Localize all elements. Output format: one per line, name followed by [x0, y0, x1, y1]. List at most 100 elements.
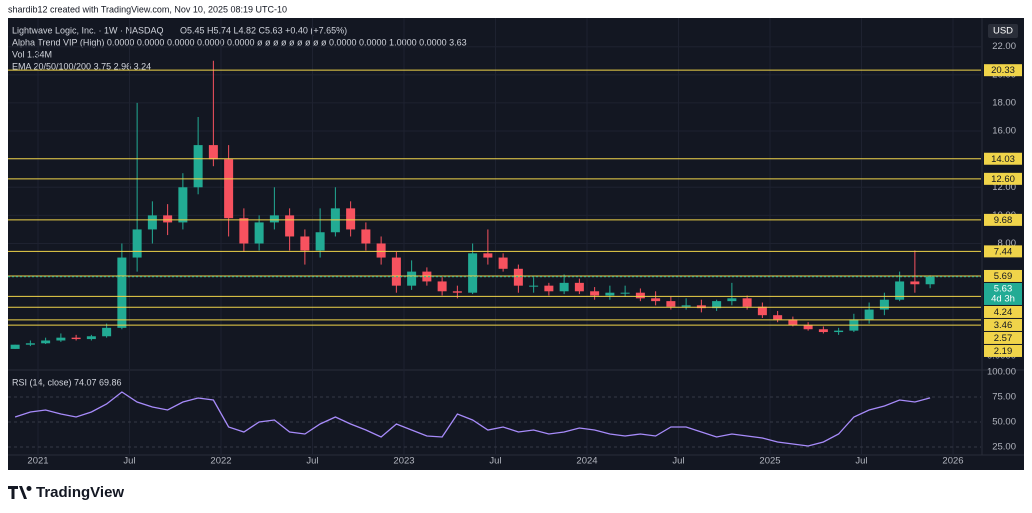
level-label-box: [984, 213, 1022, 226]
x-tick-label: Jul: [855, 456, 867, 467]
level-label: 5.69: [994, 271, 1013, 282]
candle-body: [163, 215, 173, 223]
chart-background: [8, 18, 1024, 470]
level-label-box: [984, 344, 1022, 357]
candle-body: [818, 329, 828, 333]
y-tick-label: 22.00: [992, 41, 1016, 52]
candle-body: [895, 281, 905, 300]
candle-body: [864, 309, 874, 320]
candle-body: [208, 145, 218, 160]
level-label-box: [984, 245, 1022, 258]
indicator: Alpha Trend VIP (High) 0.0000 0.0000 0.0…: [12, 37, 467, 47]
candle-body: [86, 336, 96, 340]
candle-body: [681, 305, 691, 307]
x-tick-label: 2025: [759, 456, 780, 467]
indicator: EMA 20/50/100/200 3.75 2.96 3.24: [12, 61, 151, 71]
level-label: 4.24: [994, 307, 1013, 318]
candle-body: [559, 282, 569, 292]
rsi-legend: RSI (14, close) 74.07 69.86: [12, 377, 122, 387]
candle-body: [651, 298, 661, 302]
x-tick-label: 2022: [210, 456, 231, 467]
level-label: 12.60: [991, 174, 1015, 185]
candle-body: [269, 215, 279, 223]
last-price-box: [984, 282, 1022, 305]
x-tick-label: Jul: [123, 456, 135, 467]
level-label-box: [984, 305, 1022, 318]
candle-body: [407, 271, 417, 286]
candle-body: [788, 319, 798, 326]
candle-body: [452, 291, 462, 293]
symbol: Lightwave Logic, Inc. · 1W · NASDAQ: [12, 25, 164, 35]
candle-body: [239, 218, 249, 244]
candle-body: [742, 298, 752, 307]
credit: shardib12 created with TradingView.com, …: [8, 4, 287, 14]
ohlc: O5.45 H5.74 L4.82 C5.63 +0.40 (+7.65%): [180, 25, 347, 35]
candle-body: [285, 215, 295, 237]
candle-body: [41, 340, 51, 344]
candle-body: [147, 215, 157, 230]
x-tick-label: 2021: [27, 456, 48, 467]
level-label-box: [984, 172, 1022, 185]
candle-body: [117, 257, 127, 328]
candle-body: [483, 253, 493, 258]
candle-body: [254, 222, 264, 244]
candle-body: [696, 305, 706, 309]
brand-logo: [8, 486, 32, 499]
candle-body: [834, 330, 844, 333]
level-label-box: [984, 269, 1022, 282]
candle-body: [513, 268, 523, 286]
candle-body: [468, 253, 478, 293]
candle-body: [498, 257, 508, 269]
x-tick-label: 2026: [942, 456, 963, 467]
candle-body: [376, 243, 386, 258]
level-label-box: [984, 64, 1022, 77]
candle-body: [132, 229, 142, 258]
candle-body: [300, 236, 310, 251]
level-label-box: [984, 331, 1022, 344]
candle-body: [605, 292, 615, 296]
candle-body: [727, 298, 737, 302]
currency-box: [988, 24, 1018, 38]
level-label: 3.46: [994, 320, 1013, 331]
candle-body: [773, 315, 783, 320]
candle-body: [910, 281, 920, 285]
candle-body: [102, 327, 112, 337]
candle-body: [590, 291, 600, 296]
last-price-label: 5.63: [994, 283, 1013, 294]
candle-body: [544, 285, 554, 292]
candle-body: [879, 299, 889, 310]
y-tick-label: 100.00: [987, 367, 1016, 378]
y-tick-label: 12.00: [992, 182, 1016, 193]
candle-body: [574, 282, 584, 292]
candle-body: [315, 232, 325, 251]
level-label: 9.68: [994, 215, 1013, 226]
x-tick-label: 2024: [576, 456, 597, 467]
candle-body: [757, 306, 767, 316]
candle-body: [56, 337, 66, 341]
candle-body: [666, 301, 676, 307]
level-label: 2.57: [994, 333, 1013, 344]
candle-body: [529, 285, 539, 287]
logo-dot: [26, 486, 32, 491]
x-tick-label: Jul: [672, 456, 684, 467]
candle-body: [437, 281, 447, 292]
level-label: 2.19: [994, 346, 1013, 357]
candle-body: [25, 343, 35, 345]
candle-body: [422, 271, 432, 282]
x-tick-label: Jul: [489, 456, 501, 467]
y-tick-label: 75.00: [992, 392, 1016, 403]
x-tick-label: Jul: [306, 456, 318, 467]
level-label: 14.03: [991, 154, 1015, 165]
level-label-box: [984, 152, 1022, 165]
candle-body: [224, 159, 234, 219]
currency: USD: [993, 26, 1013, 37]
candle-body: [346, 208, 356, 230]
level-label: 7.44: [994, 246, 1013, 257]
y-tick-label: 25.00: [992, 442, 1016, 453]
candle-body: [361, 229, 371, 244]
brand: TradingView: [36, 484, 124, 501]
level-label: 20.33: [991, 65, 1015, 76]
candle-body: [925, 276, 935, 285]
rsi-line: [14, 391, 931, 447]
